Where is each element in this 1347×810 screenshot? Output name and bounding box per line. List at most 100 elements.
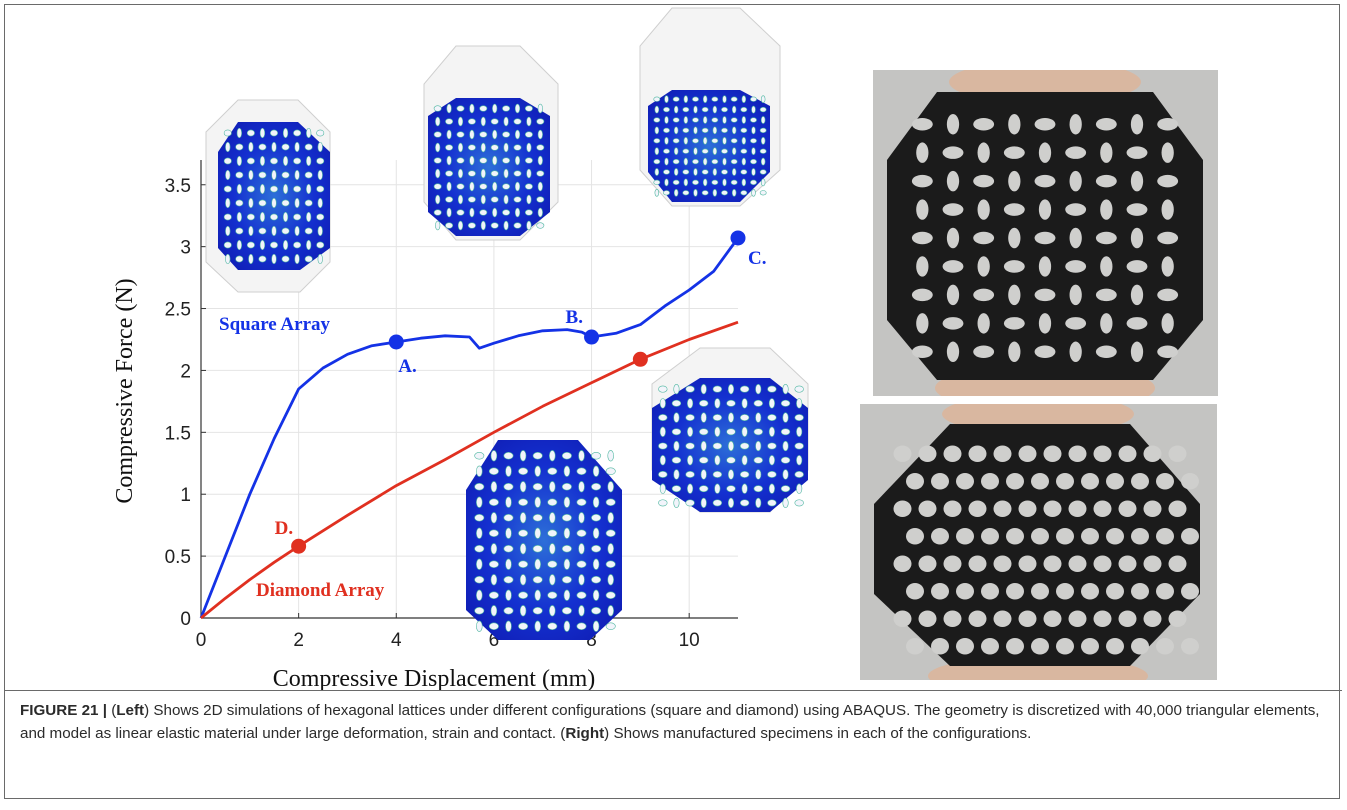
- specimen-hole: [1106, 473, 1124, 490]
- lattice-hole: [721, 107, 728, 113]
- lattice-hole: [469, 155, 475, 166]
- specimen-hole: [1130, 341, 1144, 363]
- lattice-hole: [702, 157, 708, 166]
- specimen-hole: [956, 638, 974, 655]
- y-tick-label: 0.5: [165, 547, 191, 568]
- specimen-hole: [943, 610, 962, 627]
- specimen-hole: [1068, 445, 1087, 462]
- figure-frame: [4, 4, 1340, 799]
- specimen-hole: [911, 345, 933, 359]
- lattice-hole: [258, 255, 267, 263]
- specimen-hole: [1008, 284, 1021, 306]
- specimen-hole: [1106, 638, 1124, 655]
- specimen-hole: [968, 610, 987, 627]
- lattice-hole: [711, 138, 719, 144]
- specimen-hole: [977, 199, 990, 220]
- specimen-hole: [1031, 473, 1049, 490]
- lattice-hole: [236, 155, 242, 167]
- specimen-hole: [1003, 203, 1025, 216]
- lattice-hole: [654, 168, 660, 176]
- lattice-hole: [514, 103, 521, 114]
- lattice-hole: [780, 428, 791, 436]
- lattice-hole: [739, 499, 750, 507]
- specimen-hole: [1081, 473, 1099, 490]
- specimen-hole: [911, 117, 933, 131]
- photo-square-specimen: [873, 70, 1218, 396]
- lattice-hole: [741, 136, 747, 145]
- lattice-hole: [700, 469, 707, 480]
- lattice-hole: [726, 428, 736, 436]
- lattice-hole: [282, 183, 289, 195]
- lattice-hole: [433, 157, 442, 164]
- specimen-hole: [1008, 113, 1021, 135]
- figure-caption: FIGURE 21 | (Left) Shows 2D simulations …: [20, 699, 1320, 745]
- lattice-hole: [673, 168, 679, 176]
- specimen-hole: [911, 174, 933, 188]
- lattice-hole: [294, 141, 300, 153]
- lattice-hole: [592, 589, 600, 601]
- lattice-hole: [456, 183, 465, 190]
- lattice-hole: [316, 185, 325, 193]
- specimen-hole: [1126, 260, 1148, 273]
- lattice-hole: [294, 197, 300, 209]
- lattice-hole: [259, 127, 266, 139]
- lattice-hole: [503, 483, 514, 491]
- lattice-hole: [534, 620, 541, 632]
- lattice-hole: [701, 127, 709, 133]
- lattice-hole: [258, 143, 267, 151]
- lattice-hole: [782, 383, 789, 395]
- lattice-hole: [714, 455, 721, 466]
- lattice-hole: [727, 440, 735, 452]
- lattice-hole: [503, 168, 509, 179]
- lattice-hole: [492, 129, 498, 140]
- lattice-hole: [739, 385, 750, 393]
- lattice-hole: [561, 607, 572, 615]
- lattice-hole: [731, 188, 737, 197]
- lattice-hole: [223, 213, 232, 221]
- lattice-hole: [513, 118, 522, 125]
- lattice-hole: [683, 157, 689, 166]
- specimen-hole: [1131, 583, 1149, 600]
- specimen-hole: [1130, 227, 1144, 249]
- lattice-hole: [490, 512, 498, 524]
- lattice-hole: [518, 467, 529, 475]
- lattice-hole: [721, 169, 728, 175]
- lattice-hole: [741, 483, 748, 494]
- lattice-hole: [741, 455, 748, 466]
- specimen-hole: [918, 555, 937, 572]
- lattice-hole: [519, 512, 527, 524]
- specimen-hole: [1130, 284, 1144, 306]
- specimen-hole: [1018, 445, 1037, 462]
- lattice-hole: [722, 116, 727, 124]
- lattice-hole: [271, 253, 277, 265]
- specimen-hole: [893, 555, 912, 572]
- lattice-hole: [794, 414, 804, 421]
- lattice-hole: [476, 465, 483, 477]
- lattice-hole: [591, 514, 602, 522]
- lattice-hole: [768, 455, 775, 466]
- specimen-hole: [1168, 445, 1187, 462]
- lattice-hole: [532, 483, 543, 491]
- lattice-hole: [519, 481, 527, 493]
- lattice-hole: [225, 169, 231, 181]
- specimen-hole: [942, 203, 964, 216]
- lattice-hole: [534, 496, 541, 508]
- lattice-hole: [760, 116, 766, 124]
- specimen-hole: [1031, 638, 1049, 655]
- specimen-hole: [1043, 555, 1062, 572]
- specimen-hole: [943, 445, 962, 462]
- caption-part: Left: [116, 702, 145, 719]
- lattice-hole: [316, 129, 325, 137]
- lattice-hole: [658, 442, 668, 450]
- specimen-hole: [1031, 583, 1049, 600]
- lattice-hole: [693, 168, 698, 176]
- specimen-hole: [973, 288, 995, 302]
- specimen-hole: [973, 231, 995, 245]
- lattice-hole: [547, 529, 558, 537]
- lattice-hole: [547, 591, 558, 599]
- lattice-hole: [433, 105, 442, 112]
- lattice-hole: [658, 385, 668, 393]
- lattice-hole: [479, 131, 488, 138]
- lattice-hole: [653, 96, 661, 102]
- lattice-hole: [701, 169, 709, 175]
